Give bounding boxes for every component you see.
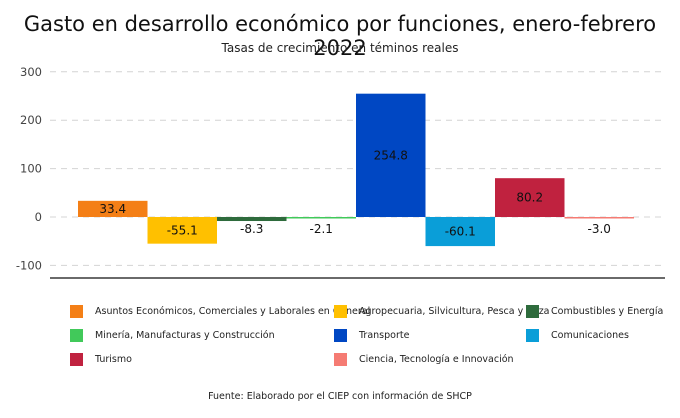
legend-swatch (334, 353, 347, 366)
legend-label: Agropecuaria, Silvicultura, Pesca y Caza (359, 306, 550, 317)
source-note: Fuente: Elaborado por el CIEP con inform… (208, 391, 472, 402)
bar (356, 93, 426, 217)
y-tick-label: 0 (35, 210, 42, 224)
data-label: -8.3 (240, 222, 263, 236)
data-label: -55.1 (167, 223, 198, 237)
data-label: 80.2 (516, 191, 543, 205)
bar (564, 217, 634, 219)
y-tick-label: 300 (20, 65, 42, 79)
bar (495, 178, 565, 217)
y-tick-label: 200 (20, 113, 42, 127)
chart-subtitle: Tasas de crecimiento en téminos reales (221, 41, 459, 55)
data-label: -2.1 (310, 222, 333, 236)
y-tick-label: 100 (20, 162, 42, 176)
legend-swatch (334, 305, 347, 318)
bar (147, 217, 217, 244)
bar-chart: -100 0 100 200 300 33.4 -55.1 -8.3 -2.1 254.8 -60.… (16, 65, 665, 279)
bar (78, 200, 148, 217)
data-label: 254.8 (374, 148, 408, 162)
legend-swatch (70, 353, 83, 366)
legend-label: Transporte (359, 330, 410, 341)
legend-swatch (526, 329, 539, 342)
legend-label: Comunicaciones (551, 330, 629, 341)
legend-item: Agropecuaria, Silvicultura, Pesca y Caza (334, 305, 550, 318)
bar (217, 217, 287, 222)
legend-label: Turismo (95, 354, 132, 365)
bar (425, 217, 495, 247)
data-label: 33.4 (99, 202, 126, 216)
legend-item: Minería, Manufacturas y Construcción (70, 329, 275, 342)
y-tick-label: -100 (16, 258, 42, 272)
legend-swatch (70, 305, 83, 318)
legend-swatch (334, 329, 347, 342)
legend-label: Minería, Manufacturas y Construcción (95, 330, 275, 341)
data-label: -60.1 (445, 225, 476, 239)
legend-item: Turismo (70, 353, 132, 366)
legend-swatch (526, 305, 539, 318)
legend-item: Combustibles y Energía (526, 305, 663, 318)
chart-title: Gasto en desarrollo económico por funcio… (23, 12, 657, 60)
legend-item: Ciencia, Tecnología e Innovación (334, 353, 514, 366)
legend-swatch (70, 329, 83, 342)
legend-label: Combustibles y Energía (551, 306, 664, 317)
legend-item: Transporte (334, 329, 409, 342)
data-label: -3.0 (588, 222, 611, 236)
legend-label: Ciencia, Tecnología e Innovación (359, 354, 514, 365)
legend-item: Asuntos Económicos, Comerciales y Labora… (70, 305, 370, 318)
legend-item: Comunicaciones (526, 329, 629, 342)
legend-label: Asuntos Económicos, Comerciales y Labora… (95, 306, 371, 317)
bar (286, 217, 356, 219)
